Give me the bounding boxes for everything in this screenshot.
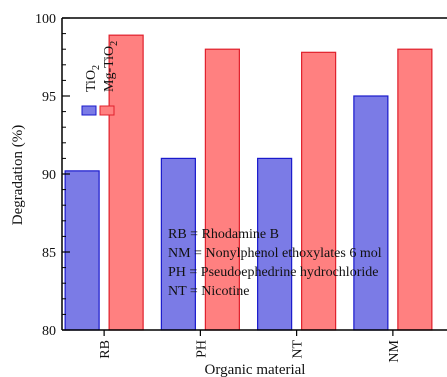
x-tick-label-nm: NM: [387, 339, 402, 362]
bars-layer: [64, 34, 433, 331]
bar-nm-tio2: [353, 95, 389, 331]
abbreviation-line-2: NM = Nonylphenol ethoxylates 6 mol: [168, 246, 382, 261]
legend-swatch-tio2: [81, 105, 97, 116]
y-tick-label-80: 80: [42, 324, 56, 339]
x-tick-label-nt: NT: [291, 340, 306, 359]
ticks-layer: 80 85 90 95 100 RB PH NT NM: [35, 12, 402, 363]
x-tick-label-ph: PH: [194, 340, 209, 358]
bar-ph-mg-tio2: [204, 48, 240, 331]
legend-label-mg-tio2: Mg-TiO2: [102, 41, 120, 92]
bar-ph-tio2: [160, 157, 196, 331]
abbreviation-line-1: RB = Rhodamine B: [168, 227, 279, 242]
bar-nt-mg-tio2: [301, 51, 337, 331]
y-tick-label-90: 90: [42, 168, 56, 183]
bar-nt-tio2: [257, 157, 293, 331]
legend-swatch-mg-tio2: [99, 105, 115, 116]
legend: TiO2 Mg-TiO2: [81, 41, 120, 116]
y-tick-label-95: 95: [42, 90, 56, 105]
y-tick-label-100: 100: [35, 12, 56, 27]
bar-nm-mg-tio2: [397, 48, 433, 331]
y-tick-label-85: 85: [42, 246, 56, 261]
bar-rb-tio2: [64, 170, 100, 331]
legend-label-tio2: TiO2: [84, 65, 102, 92]
x-axis-label: Organic material: [205, 362, 306, 377]
y-axis-label: Degradation (%): [10, 125, 26, 225]
x-tick-label-rb: RB: [98, 340, 113, 359]
abbreviation-line-4: NT = Nicotine: [168, 284, 250, 299]
bar-rb-mg-tio2: [108, 34, 144, 331]
abbreviation-line-3: PH = Pseudoephedrine hydrochloride: [168, 265, 378, 280]
abbreviation-key: RB = Rhodamine B NM = Nonylphenol ethoxyl…: [168, 227, 382, 299]
